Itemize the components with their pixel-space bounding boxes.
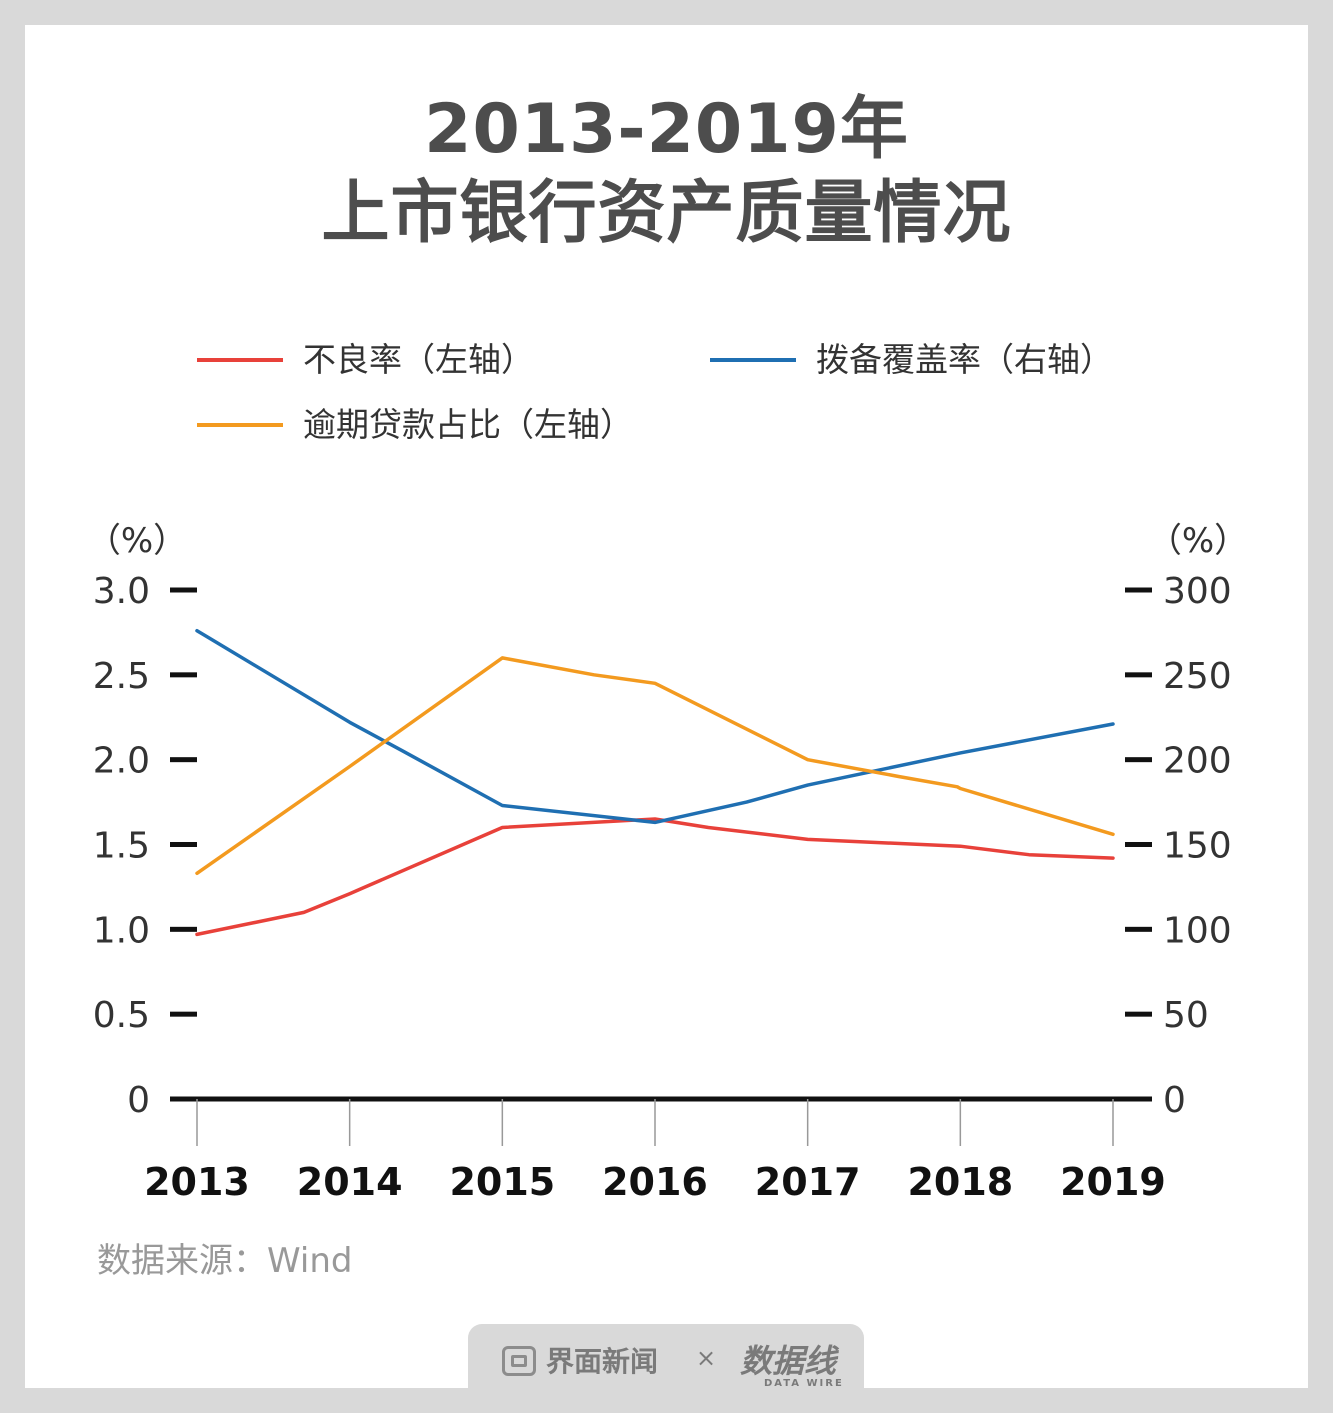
- left-axis-tick: [170, 757, 197, 763]
- legend-swatch-npl: [197, 358, 283, 362]
- x-axis-tick-label: 2015: [449, 1160, 555, 1204]
- right-axis-tick-label: 250: [1163, 656, 1232, 697]
- overdue-ratio-line: [195, 656, 1115, 876]
- right-axis-tick-label: 100: [1163, 910, 1232, 951]
- left-axis-tick-label: 0.5: [93, 995, 150, 1036]
- right-axis-tick-label: 300: [1163, 571, 1232, 612]
- npl-ratio-line: [195, 817, 1115, 937]
- right-axis-tick: [1125, 672, 1152, 678]
- legend-label-overdue: 逾期贷款占比（左轴）: [303, 405, 633, 444]
- left-axis-tick: [170, 672, 197, 678]
- chart-title: 2013-2019年 上市银行资产质量情况: [0, 88, 1333, 256]
- left-axis-tick-label: 1.0: [93, 910, 150, 951]
- x-axis-tick-label: 2014: [297, 1160, 403, 1204]
- left-axis-tick-label: 0: [127, 1080, 150, 1121]
- x-axis-line: [170, 1096, 1152, 1102]
- left-axis-tick: [170, 842, 197, 847]
- footer-separator: ×: [696, 1344, 717, 1372]
- footer-partner: 数据线: [740, 1342, 837, 1380]
- data-source: 数据来源：Wind: [97, 1241, 353, 1281]
- left-axis-unit: （%）: [87, 521, 187, 561]
- right-axis-tick-label: 0: [1163, 1080, 1186, 1121]
- left-axis-tick-label: 3.0: [93, 571, 150, 612]
- coverage-ratio-line: [195, 628, 1115, 825]
- footer-partner-sub: DATA WIRE: [764, 1378, 844, 1389]
- right-axis-tick: [1125, 757, 1152, 763]
- chart-title-line1: 2013-2019年: [424, 90, 909, 169]
- x-axis-tick-label: 2016: [602, 1160, 708, 1204]
- x-axis-tick-label: 2017: [755, 1160, 861, 1204]
- right-axis-tick: [1125, 1011, 1152, 1017]
- legend-swatch-coverage: [710, 358, 796, 362]
- right-axis-tick-label: 50: [1163, 995, 1209, 1036]
- right-axis-tick: [1125, 842, 1152, 847]
- right-axis-tick: [1125, 587, 1152, 593]
- chart-title-line2: 上市银行资产质量情况: [321, 174, 1012, 253]
- left-axis-tick-label: 2.0: [93, 741, 150, 782]
- legend-label-npl: 不良率（左轴）: [303, 340, 534, 379]
- news-logo-icon: [502, 1346, 536, 1376]
- x-axis-tick-label: 2018: [907, 1160, 1013, 1204]
- left-axis-tick-label: 2.5: [93, 656, 150, 697]
- x-axis-tick-label: 2013: [144, 1160, 250, 1204]
- right-axis-tick-label: 200: [1163, 741, 1232, 782]
- right-axis-tick-label: 150: [1163, 826, 1232, 867]
- left-axis-tick: [170, 1011, 197, 1017]
- x-axis-tick-label: 2019: [1060, 1160, 1166, 1204]
- right-axis-tick: [1125, 926, 1152, 932]
- left-axis-tick: [170, 587, 197, 593]
- right-axis-unit: （%）: [1148, 521, 1248, 561]
- legend-swatch-overdue: [197, 423, 283, 427]
- left-axis-tick: [170, 926, 197, 932]
- legend-label-coverage: 拨备覆盖率（右轴）: [816, 340, 1113, 379]
- left-axis-tick-label: 1.5: [93, 826, 150, 867]
- footer-badge: 界面新闻 × 数据线 DATA WIRE: [468, 1324, 864, 1402]
- footer-brand: 界面新闻: [546, 1345, 659, 1378]
- chart-card: [25, 25, 1308, 1388]
